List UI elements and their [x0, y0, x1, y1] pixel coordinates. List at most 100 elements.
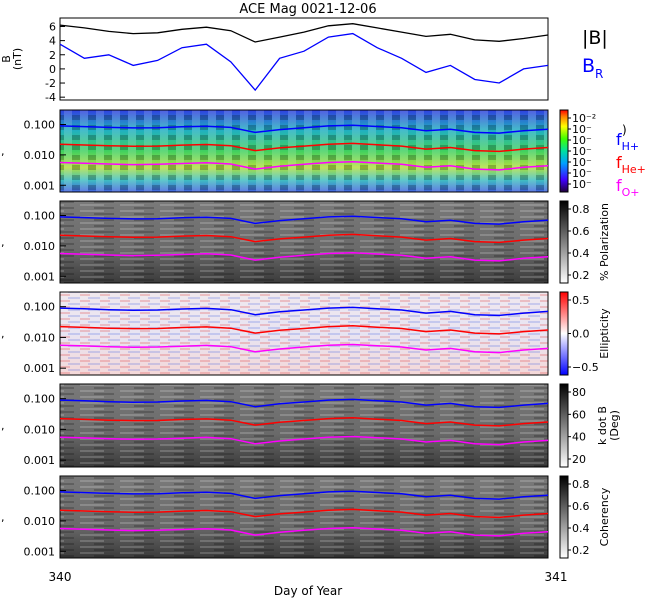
y-tick-label: 0.001: [24, 270, 56, 283]
colorbar-tick-label: 10⁻: [572, 134, 592, 147]
y-tick-label: 6: [49, 20, 56, 33]
colorbar-tick-label: 0.4: [572, 247, 590, 260]
colorbar-tick-label: 0.2: [572, 544, 590, 557]
legend-f-h-sub: H+: [622, 140, 640, 153]
y-tick-label: -4: [45, 91, 56, 104]
colorbar-label-line: (Deg): [608, 410, 621, 441]
legend-f-he: fHe+: [616, 153, 646, 176]
y-tick-label: 2: [49, 49, 56, 62]
y-axis-label-frequency: ,: [1, 420, 5, 433]
colorbar-label: % Polarization: [598, 203, 611, 281]
colorbar-tick-label: 10⁻: [572, 167, 592, 180]
y-tick-label: 0.010: [24, 149, 56, 162]
y-tick-label: 0: [49, 63, 56, 76]
gyrofreq-he-line: [59, 508, 549, 519]
x-tick-label-end: 341: [545, 570, 568, 584]
gyrofreq-o-line: [59, 527, 549, 537]
colorbar: [559, 291, 569, 376]
heatmap-texture: [60, 110, 548, 192]
colorbar-tick-label: 80: [572, 386, 586, 399]
colorbar-tick-label: 10⁻: [572, 156, 592, 169]
colorbar-tick-label: 0.6: [572, 225, 590, 238]
series-line-b-magnitude: [59, 23, 549, 43]
gyrofreq-he-line: [59, 417, 549, 427]
chart-title: ACE Mag 0021-12-06: [239, 2, 376, 17]
colorbar-tick-label: 40: [572, 431, 586, 444]
y-axis-label-line: B: [0, 55, 13, 63]
y-tick-label: 0.001: [24, 179, 56, 192]
colorbar-tick-label: 0.5: [572, 294, 590, 307]
colorbar-label: k dot B(Deg): [596, 406, 621, 445]
colorbar-label-line: % Polarization: [598, 203, 611, 281]
y-tick-label: 0.100: [24, 484, 56, 497]
y-tick-label: 0.100: [24, 301, 56, 314]
y-tick-label: 0.010: [24, 240, 56, 253]
y-tick-label: -2: [45, 77, 56, 90]
colorbar-tick-label: 0.2: [572, 269, 590, 282]
gyrofreq-h-line: [59, 398, 549, 409]
heatmap-frame: [59, 200, 549, 284]
colorbar-tick-label: 10⁻²: [572, 112, 596, 125]
y-tick-label: 0.100: [24, 118, 56, 131]
gyrofreq-o-line: [59, 252, 549, 262]
legend-b-radial-base: B: [582, 55, 595, 77]
y-tick-label: 0.001: [24, 454, 56, 467]
gyrofreq-he-line: [59, 325, 549, 335]
gyrofreq-he-line: [59, 233, 549, 244]
legend-f-o: fO+: [616, 176, 640, 199]
y-axis-label-frequency: ,: [1, 511, 5, 524]
y-tick-label: 0.010: [24, 515, 56, 528]
heatmap-texture: [60, 201, 548, 283]
gyrofreq-he-line: [59, 142, 549, 153]
colorbar: [559, 383, 569, 468]
colorbar-label: Coherency: [598, 487, 611, 546]
y-tick-label: 0.010: [24, 423, 56, 436]
x-axis-label: Day of Year: [274, 584, 342, 598]
y-tick-label: 0.010: [24, 331, 56, 344]
y-axis-label-b: B(nT): [0, 48, 24, 70]
y-axis-label-frequency: ,: [1, 236, 5, 249]
legend-f-o-base: f: [616, 176, 622, 195]
legend-f-he-sub: He+: [622, 163, 646, 176]
heatmap-frame: [59, 475, 549, 559]
series-line-b-radial: [59, 32, 549, 92]
colorbar-tick-label: 10⁻: [572, 123, 592, 136]
legend-f-h: fH+: [616, 130, 639, 153]
colorbar-tick-label: 0.4: [572, 522, 590, 535]
colorbar-tick-label: 0.0: [572, 328, 590, 341]
legend-b-magnitude: |B|: [582, 27, 608, 49]
y-tick-label: 0.001: [24, 362, 56, 375]
colorbar-tick-label: 0.8: [572, 478, 590, 491]
colorbar-tick-label: 20: [572, 453, 586, 466]
colorbar-tick-label: 0.8: [572, 203, 590, 216]
heatmap-texture: [60, 384, 548, 467]
y-tick-label: 0.100: [24, 393, 56, 406]
legend-f-he-base: f: [616, 153, 622, 172]
colorbar-label-line: Coherency: [598, 487, 611, 546]
colorbar-label-line: k dot B: [596, 406, 609, 445]
heatmap-frame: [59, 291, 549, 376]
legend-b-radial-sub: R: [595, 67, 603, 81]
y-tick-label: 4: [49, 35, 56, 48]
y-axis-label-frequency: ,: [1, 328, 5, 341]
legend-b-radial: BR: [582, 55, 603, 81]
gyrofreq-o-line: [59, 161, 549, 171]
gyrofreq-o-line: [59, 435, 549, 446]
heatmap-frame: [59, 383, 549, 468]
legend-f-o-sub: O+: [622, 186, 640, 199]
colorbar: [559, 475, 569, 559]
heatmap-texture: [60, 476, 548, 558]
y-axis-label-frequency: ,: [1, 145, 5, 158]
colorbar-tick-label: 10⁻: [572, 178, 592, 191]
y-tick-label: 0.001: [24, 545, 56, 558]
colorbar-tick-label: 0.6: [572, 500, 590, 513]
colorbar-tick-label: −0.5: [572, 361, 599, 374]
y-axis-label-line: (nT): [11, 48, 24, 70]
colorbar-label: Ellipticity: [598, 308, 611, 359]
panels: -4-20246B(nT)|B|BR0.1000.0100.001,10⁻²10…: [0, 17, 646, 559]
heatmap-texture: [60, 292, 548, 375]
gyrofreq-h-line: [59, 490, 549, 500]
panel-b-frame: [59, 17, 549, 101]
legend-f-h-base: f: [616, 130, 622, 149]
colorbar-end-mark: ): [622, 123, 627, 137]
